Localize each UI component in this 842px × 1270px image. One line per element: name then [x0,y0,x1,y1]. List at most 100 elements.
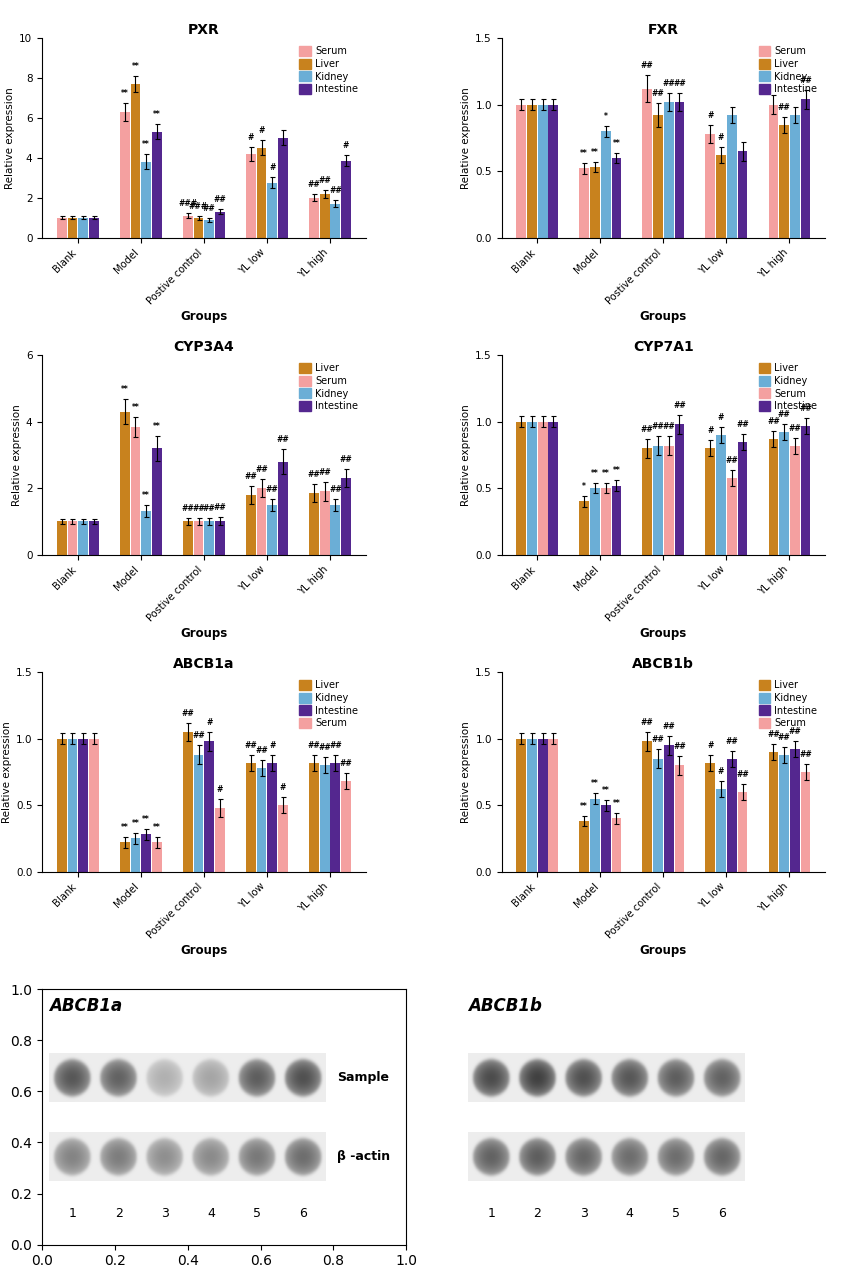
Y-axis label: Relative expression: Relative expression [2,721,12,823]
Title: PXR: PXR [188,23,220,37]
Bar [89,522,99,555]
Bar [727,478,737,555]
Text: ##: ## [181,504,195,513]
Title: ABCB1a: ABCB1a [173,657,235,671]
Text: ##: ## [307,470,320,479]
Text: ##: ## [181,709,195,718]
Bar [67,739,77,871]
Text: ##: ## [778,103,791,112]
Text: #: # [258,126,264,136]
Bar [56,739,67,871]
Bar [516,739,526,871]
Bar [548,422,558,555]
Bar [320,194,329,237]
Text: **: ** [142,815,150,824]
Title: CYP7A1: CYP7A1 [633,340,694,354]
Bar [527,422,537,555]
Bar [590,168,600,237]
Text: **: ** [142,140,150,150]
X-axis label: Groups: Groups [640,627,687,640]
Text: **: ** [591,469,599,478]
Bar [67,522,77,555]
Bar [78,739,88,871]
Bar [548,104,558,237]
Bar [215,522,225,555]
Text: ##: ## [318,175,331,184]
Text: #: # [280,784,286,792]
Text: ##: ## [726,456,738,465]
Text: #: # [707,110,713,119]
Text: ##: ## [318,743,331,752]
Text: ##: ## [788,424,802,433]
Bar [769,752,778,871]
Text: ##: ## [663,423,675,432]
Bar [268,504,277,555]
Y-axis label: Relative expression: Relative expression [12,404,22,505]
Bar [183,732,193,871]
Bar [738,442,748,555]
Bar [527,739,537,871]
Bar [320,766,329,871]
Y-axis label: Relative expression: Relative expression [5,88,15,189]
Text: ##: ## [192,504,205,513]
Text: 4: 4 [626,1208,634,1220]
Text: ##: ## [673,401,686,410]
Bar [131,427,141,555]
Bar [769,104,778,237]
Text: *: * [583,483,586,491]
Text: 2: 2 [115,1208,123,1220]
Y-axis label: Relative expression: Relative expression [461,88,471,189]
Legend: Liver, Kidney, Intestine, Serum: Liver, Kidney, Intestine, Serum [296,677,361,732]
Bar [653,116,663,237]
Bar [309,198,319,237]
X-axis label: Groups: Groups [180,310,227,324]
Text: ##: ## [255,465,268,474]
Bar [601,488,610,555]
Bar [653,446,663,555]
Bar [579,169,589,237]
Text: **: ** [121,89,129,98]
Bar [611,818,621,871]
Bar [89,739,99,871]
Text: **: ** [142,491,150,500]
Text: ##: ## [214,196,226,204]
Bar [706,133,715,237]
Bar [194,217,204,237]
Bar [278,461,288,555]
Bar [341,479,351,555]
Bar [141,834,151,871]
Text: ##: ## [767,417,780,425]
Bar [801,99,811,237]
Text: *: * [604,112,608,121]
Text: ##: ## [329,740,342,749]
Text: ##: ## [778,410,791,419]
Text: #: # [707,740,713,749]
Text: ABCB1a: ABCB1a [50,997,123,1015]
Text: **: ** [612,138,621,147]
Bar [205,220,214,237]
Bar [56,522,67,555]
Title: ABCB1b: ABCB1b [632,657,695,671]
Bar [141,512,151,555]
Text: ##: ## [266,485,279,494]
Text: **: ** [131,62,139,71]
Bar [330,762,340,871]
Text: **: ** [602,469,610,478]
Bar [215,212,225,237]
Text: 5: 5 [253,1208,261,1220]
Bar [579,822,589,871]
Text: ##: ## [244,471,258,480]
Bar [779,432,789,555]
Bar [141,161,151,237]
Text: ###: ### [189,202,208,211]
Text: #: # [216,785,223,794]
Bar [801,425,811,555]
Bar [268,183,277,237]
Legend: Liver, Serum, Kidney, Intestine: Liver, Serum, Kidney, Intestine [296,359,361,414]
Bar [152,448,162,555]
Bar [663,102,674,237]
Text: ##: ## [339,455,353,464]
Text: ##: ## [318,469,331,478]
Bar [663,446,674,555]
Text: ##: ## [663,79,675,88]
